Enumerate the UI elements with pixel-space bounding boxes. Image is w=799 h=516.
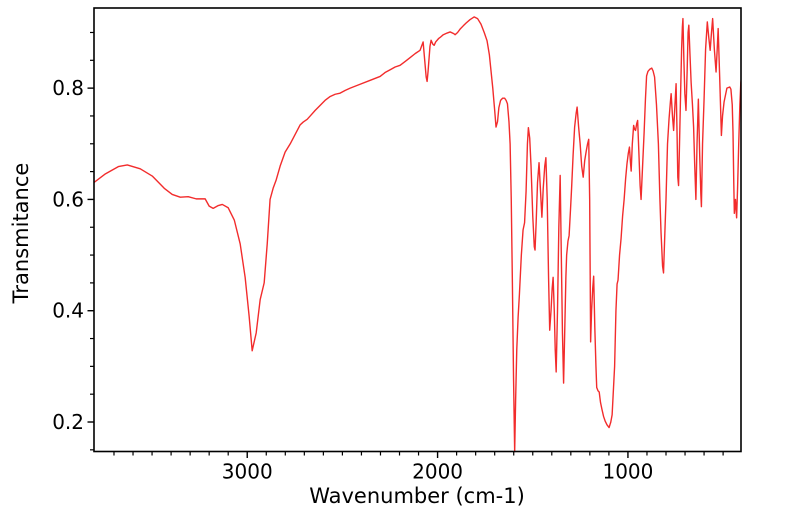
spectrum-line [94,16,741,453]
plot-border [93,7,742,453]
y-tick-label: 0.8 [52,76,84,100]
y-tick-label: 0.6 [52,187,84,211]
y-tick-label: 0.4 [52,299,84,323]
x-axis-label: Wavenumber (cm-1) [309,484,525,508]
y-axis-label: Transmitance [9,162,33,304]
x-tick-label: 3000 [222,460,273,484]
x-tick-label: 2000 [412,460,463,484]
x-tick-label: 1000 [602,460,653,484]
y-tick-label: 0.2 [52,410,84,434]
